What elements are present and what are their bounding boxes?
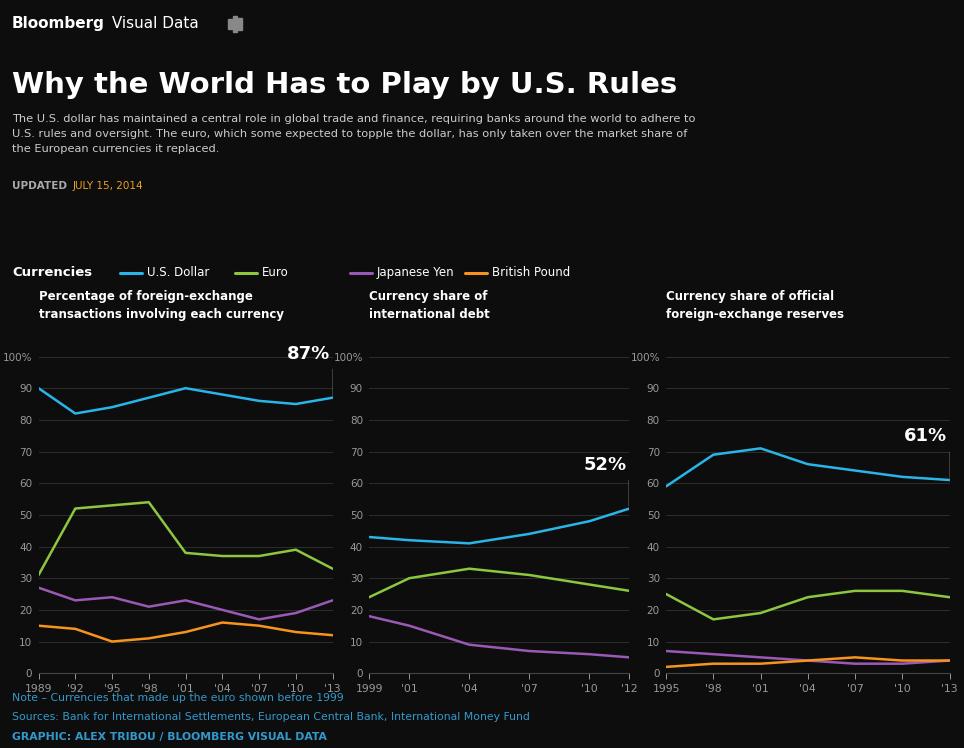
Text: Note – Currencies that made up the euro shown before 1999: Note – Currencies that made up the euro … [12,693,344,702]
Text: Bloomberg: Bloomberg [12,16,105,31]
Text: Currencies: Currencies [12,266,93,279]
Bar [228,19,231,29]
Text: The U.S. dollar has maintained a central role in global trade and finance, requi: The U.S. dollar has maintained a central… [12,114,695,124]
Text: Why the World Has to Play by U.S. Rules: Why the World Has to Play by U.S. Rules [12,71,678,99]
Bar [238,18,242,30]
Text: British Pound: British Pound [492,266,571,279]
Text: U.S. Dollar: U.S. Dollar [147,266,209,279]
Text: the European currencies it replaced.: the European currencies it replaced. [12,144,220,154]
Text: Japanese Yen: Japanese Yen [377,266,455,279]
Text: 52%: 52% [584,456,627,473]
Text: Currency share of official
foreign-exchange reserves: Currency share of official foreign-excha… [666,289,844,321]
Text: Currency share of
international debt: Currency share of international debt [369,289,490,321]
Text: 61%: 61% [903,427,947,445]
Text: U.S. rules and oversight. The euro, which some expected to topple the dollar, ha: U.S. rules and oversight. The euro, whic… [12,129,687,139]
Bar [233,16,236,32]
Text: Percentage of foreign-exchange
transactions involving each currency: Percentage of foreign-exchange transacti… [39,289,283,321]
Text: Sources: Bank for International Settlements, European Central Bank, Internationa: Sources: Bank for International Settleme… [12,712,530,723]
Text: GRAPHIC: ALEX TRIBOU / BLOOMBERG VISUAL DATA: GRAPHIC: ALEX TRIBOU / BLOOMBERG VISUAL … [12,732,327,742]
Text: JULY 15, 2014: JULY 15, 2014 [73,181,144,191]
Text: UPDATED: UPDATED [12,181,67,191]
Text: 87%: 87% [286,345,330,363]
Text: Euro: Euro [262,266,289,279]
Text: Visual Data: Visual Data [107,16,199,31]
